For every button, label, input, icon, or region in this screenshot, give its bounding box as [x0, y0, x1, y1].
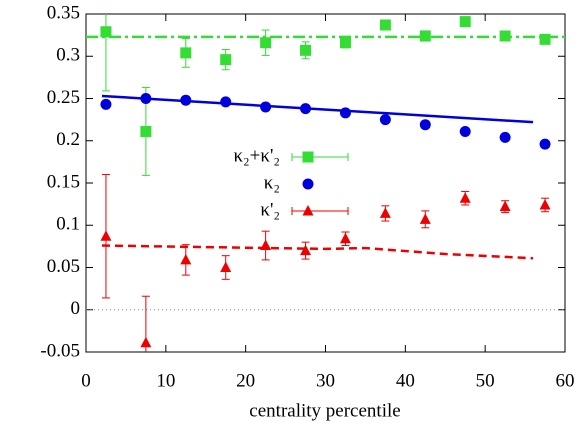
marker	[220, 96, 232, 108]
y-tick-label: 0.35	[47, 2, 80, 23]
marker	[260, 239, 272, 251]
marker	[220, 54, 232, 66]
marker	[180, 253, 192, 265]
y-tick-label: 0.15	[47, 171, 80, 192]
marker	[539, 138, 551, 150]
y-tick-label: -0.05	[40, 340, 80, 361]
x-tick-label: 50	[476, 370, 495, 391]
legend-label: κ'₂	[260, 199, 280, 220]
legend-marker	[302, 205, 314, 216]
marker	[220, 261, 232, 272]
marker	[419, 119, 431, 131]
legend-label: κ₂+κ'₂	[233, 145, 280, 166]
marker	[260, 101, 272, 113]
marker	[100, 26, 112, 38]
marker	[180, 47, 192, 59]
marker	[260, 37, 272, 49]
y-tick-label: 0.05	[47, 256, 80, 277]
marker	[379, 207, 391, 218]
marker	[180, 94, 192, 106]
marker	[339, 37, 351, 49]
marker	[539, 33, 551, 45]
marker	[140, 336, 152, 348]
marker	[539, 198, 551, 210]
marker	[100, 98, 112, 110]
marker	[419, 30, 431, 42]
marker	[339, 107, 351, 119]
y-tick-label: 0	[71, 298, 81, 319]
marker	[339, 232, 351, 244]
legend-marker	[302, 178, 314, 190]
marker	[499, 200, 511, 212]
marker	[140, 93, 152, 104]
marker	[459, 125, 471, 137]
marker	[300, 244, 312, 256]
marker	[499, 30, 511, 42]
legend-label: κ₂	[264, 172, 280, 193]
marker	[379, 114, 391, 126]
y-tick-label: 0.25	[47, 87, 80, 108]
marker	[459, 16, 471, 28]
y-tick-label: 0.1	[56, 214, 80, 235]
y-tick-label: 0.2	[56, 129, 80, 150]
y-tick-label: 0.3	[56, 45, 80, 66]
marker	[300, 103, 312, 115]
legend-marker	[302, 151, 314, 163]
marker	[459, 192, 471, 203]
marker	[379, 19, 391, 31]
x-tick-label: 30	[316, 370, 335, 391]
x-tick-label: 60	[556, 370, 575, 391]
fit-line	[101, 94, 534, 124]
marker	[419, 213, 431, 224]
x-tick-label: 0	[81, 370, 91, 391]
x-tick-label: 40	[396, 370, 415, 391]
plot-frame	[85, 13, 566, 353]
x-tick-label: 10	[156, 370, 175, 391]
x-axis-label: centrality percentile	[249, 400, 400, 421]
marker	[499, 131, 511, 143]
marker	[100, 230, 112, 241]
x-tick-label: 20	[236, 370, 255, 391]
marker	[140, 125, 152, 137]
marker	[300, 44, 312, 56]
fit-line	[101, 244, 534, 260]
